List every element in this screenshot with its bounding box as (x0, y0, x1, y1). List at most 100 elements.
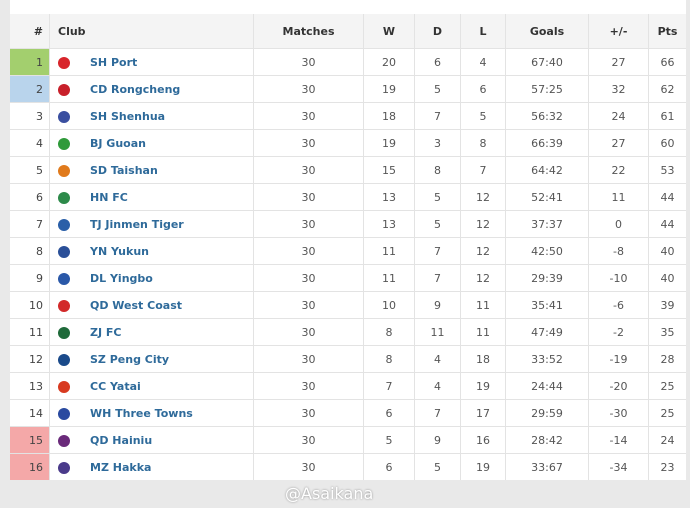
wins: 15 (363, 156, 415, 184)
table-row: 6 HN FC 30 13 5 12 52:41 11 44 (10, 183, 686, 211)
club-link[interactable]: MZ Hakka (90, 460, 152, 474)
position: 2 (10, 75, 50, 103)
header-goals[interactable]: Goals (505, 14, 589, 49)
header-d[interactable]: D (414, 14, 461, 49)
club-link[interactable]: SZ Peng City (90, 352, 170, 366)
draws: 5 (414, 210, 461, 238)
club-link[interactable]: SH Port (90, 55, 138, 69)
header-pts[interactable]: Pts (648, 14, 686, 49)
draws: 5 (414, 453, 461, 480)
goals: 52:41 (505, 183, 589, 211)
club-crest-icon (58, 137, 70, 150)
points: 25 (648, 399, 686, 427)
wins: 20 (363, 48, 415, 76)
club-link[interactable]: CD Rongcheng (90, 82, 181, 96)
points: 44 (648, 183, 686, 211)
header-gd[interactable]: +/- (588, 14, 649, 49)
club-cell: SH Port (49, 48, 254, 76)
goals: 33:67 (505, 453, 589, 480)
points: 25 (648, 372, 686, 400)
standings-table: # Club Matches W D L Goals +/- Pts 1 SH … (10, 14, 686, 480)
club-link[interactable]: BJ Guoan (90, 136, 146, 150)
table-row: 12 SZ Peng City 30 8 4 18 33:52 -19 28 (10, 345, 686, 373)
club-crest-icon (58, 380, 70, 393)
standings-panel: # Club Matches W D L Goals +/- Pts 1 SH … (10, 0, 686, 480)
club-cell: SZ Peng City (49, 345, 254, 373)
club-link[interactable]: QD Hainiu (90, 433, 153, 447)
position: 11 (10, 318, 50, 346)
club-link[interactable]: SH Shenhua (90, 109, 166, 123)
draws: 7 (414, 237, 461, 265)
club-crest-icon (58, 407, 70, 420)
matches: 30 (253, 264, 364, 292)
table-row: 4 BJ Guoan 30 19 3 8 66:39 27 60 (10, 129, 686, 157)
goals: 24:44 (505, 372, 589, 400)
club-link[interactable]: DL Yingbo (90, 271, 153, 285)
club-crest-icon (58, 110, 70, 123)
losses: 12 (460, 237, 506, 265)
club-link[interactable]: YN Yukun (90, 244, 149, 258)
club-link[interactable]: HN FC (90, 190, 128, 204)
club-cell: CD Rongcheng (49, 75, 254, 103)
goal-difference: 22 (588, 156, 649, 184)
matches: 30 (253, 237, 364, 265)
table-row: 15 QD Hainiu 30 5 9 16 28:42 -14 24 (10, 426, 686, 454)
goal-difference: 32 (588, 75, 649, 103)
matches: 30 (253, 210, 364, 238)
position: 14 (10, 399, 50, 427)
header-club[interactable]: Club (49, 14, 254, 49)
wins: 11 (363, 264, 415, 292)
goals: 33:52 (505, 345, 589, 373)
draws: 11 (414, 318, 461, 346)
club-crest-icon (58, 218, 70, 231)
losses: 12 (460, 210, 506, 238)
club-crest-icon (58, 326, 70, 339)
losses: 19 (460, 372, 506, 400)
goal-difference: 27 (588, 48, 649, 76)
losses: 16 (460, 426, 506, 454)
header-w[interactable]: W (363, 14, 415, 49)
wins: 8 (363, 345, 415, 373)
wins: 19 (363, 75, 415, 103)
position: 7 (10, 210, 50, 238)
table-row: 5 SD Taishan 30 15 8 7 64:42 22 53 (10, 156, 686, 184)
club-link[interactable]: TJ Jinmen Tiger (90, 217, 184, 231)
header-l[interactable]: L (460, 14, 506, 49)
table-row: 10 QD West Coast 30 10 9 11 35:41 -6 39 (10, 291, 686, 319)
club-link[interactable]: QD West Coast (90, 298, 183, 312)
club-crest-icon (58, 434, 70, 447)
goal-difference: -19 (588, 345, 649, 373)
table-row: 14 WH Three Towns 30 6 7 17 29:59 -30 25 (10, 399, 686, 427)
club-crest-icon (58, 83, 70, 96)
matches: 30 (253, 48, 364, 76)
goals: 64:42 (505, 156, 589, 184)
header-matches[interactable]: Matches (253, 14, 364, 49)
club-link[interactable]: SD Taishan (90, 163, 158, 177)
goals: 29:39 (505, 264, 589, 292)
draws: 8 (414, 156, 461, 184)
draws: 4 (414, 372, 461, 400)
header-pos[interactable]: # (10, 14, 50, 49)
watermark: @Asaikana (285, 484, 374, 503)
club-crest-icon (58, 245, 70, 258)
club-cell: SD Taishan (49, 156, 254, 184)
goals: 37:37 (505, 210, 589, 238)
losses: 4 (460, 48, 506, 76)
matches: 30 (253, 426, 364, 454)
wins: 6 (363, 453, 415, 480)
position: 6 (10, 183, 50, 211)
position: 4 (10, 129, 50, 157)
goal-difference: 0 (588, 210, 649, 238)
goals: 66:39 (505, 129, 589, 157)
goal-difference: -8 (588, 237, 649, 265)
club-cell: YN Yukun (49, 237, 254, 265)
points: 40 (648, 237, 686, 265)
club-link[interactable]: WH Three Towns (90, 406, 193, 420)
matches: 30 (253, 318, 364, 346)
matches: 30 (253, 291, 364, 319)
position: 15 (10, 426, 50, 454)
club-link[interactable]: ZJ FC (90, 325, 122, 339)
club-link[interactable]: CC Yatai (90, 379, 141, 393)
position: 3 (10, 102, 50, 130)
goal-difference: -14 (588, 426, 649, 454)
